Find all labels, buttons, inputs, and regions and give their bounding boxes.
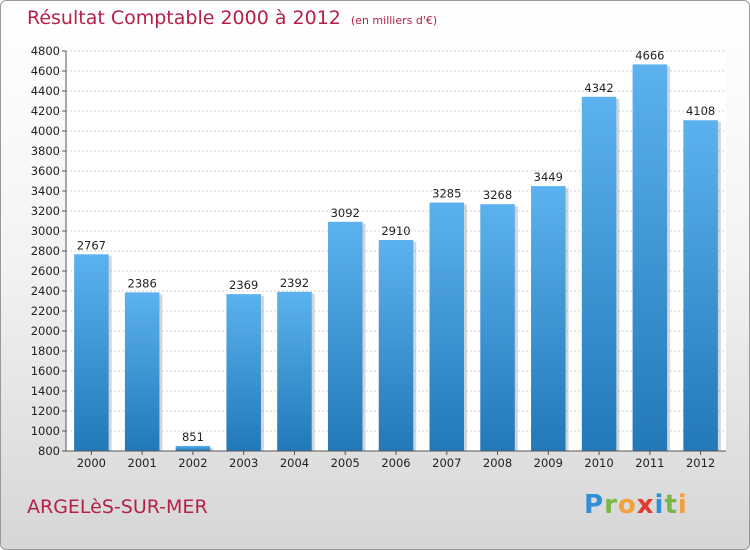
y-tick-label: 2400 [31, 284, 60, 298]
bar-value-label: 851 [182, 430, 204, 444]
y-tick-label: 4400 [31, 84, 60, 98]
x-tick-label: 2011 [635, 456, 664, 470]
x-tick-label: 2003 [229, 456, 258, 470]
y-tick-label: 2200 [31, 304, 60, 318]
logo-letter: o [617, 490, 637, 520]
bar-value-label: 2386 [128, 276, 157, 290]
y-tick-label: 1800 [31, 344, 60, 358]
chart-subtitle: (en milliers d'€) [350, 14, 438, 27]
bar-value-label: 3449 [534, 170, 563, 184]
bar [74, 254, 109, 451]
y-tick-label: 1600 [31, 364, 60, 378]
bar-value-label: 2767 [77, 238, 106, 252]
y-tick-label: 800 [38, 444, 60, 458]
x-tick-label: 2004 [280, 456, 309, 470]
y-tick-label: 4200 [31, 104, 60, 118]
chart-title-text: Résultat Comptable 2000 à 2012 [27, 7, 341, 29]
y-tick-label: 1000 [31, 424, 60, 438]
y-tick-label: 3400 [31, 184, 60, 198]
x-tick-label: 2007 [432, 456, 461, 470]
bar [327, 221, 363, 451]
y-tick-label: 1400 [31, 384, 60, 398]
x-tick-label: 2012 [686, 456, 715, 470]
bar [531, 186, 566, 451]
y-tick-label: 1200 [31, 404, 60, 418]
bar-value-label: 2910 [381, 224, 410, 238]
bar-value-label: 3268 [483, 188, 512, 202]
y-tick-label: 3800 [31, 144, 60, 158]
x-tick-label: 2002 [178, 456, 207, 470]
bar-value-label: 4108 [686, 104, 715, 118]
logo-letter: r [604, 490, 618, 520]
bar [581, 96, 617, 452]
x-tick-label: 2006 [381, 456, 410, 470]
x-tick-label: 2009 [534, 456, 563, 470]
bar [277, 291, 312, 451]
bar [429, 202, 465, 451]
chart-title: Résultat Comptable 2000 à 2012 (en millie… [27, 7, 437, 29]
logo-letter: i [677, 490, 688, 520]
city-name: ARGELèS-SUR-MER [27, 496, 208, 518]
bar [175, 445, 211, 451]
y-tick-label: 3600 [31, 164, 60, 178]
bar-value-label: 3285 [432, 187, 461, 201]
logo-letter: t [664, 490, 678, 520]
bar [124, 292, 160, 451]
x-axis: 2000 2001 2002 2003 2004 2005 2006 2007 2008 2009… [66, 450, 726, 470]
y-tick-label: 2600 [31, 264, 60, 278]
bar [226, 294, 261, 451]
bars: 2767 2386 851 2369 2392 3092 2910 3285 3268 3449 4… [74, 48, 721, 452]
logo-letter: P [584, 490, 605, 520]
y-tick-label: 3000 [31, 224, 60, 238]
bar-value-label: 4342 [584, 81, 613, 95]
y-tick-label: 4800 [31, 44, 60, 58]
x-tick-label: 2005 [331, 456, 360, 470]
y-tick-label: 3200 [31, 204, 60, 218]
bar [683, 120, 718, 451]
logo-letter: i [654, 490, 665, 520]
bar-value-label: 4666 [635, 48, 664, 62]
x-tick-label: 2010 [584, 456, 613, 470]
bar [378, 240, 414, 451]
x-tick-label: 2001 [128, 456, 157, 470]
y-tick-label: 4000 [31, 124, 60, 138]
bar-value-label: 2369 [229, 278, 258, 292]
logo-letter: x [636, 490, 655, 520]
bar-value-label: 3092 [331, 206, 360, 220]
y-axis: 800 1000 1200 1400 1600 1800 2000 2200 2400 2600 2… [31, 44, 67, 458]
x-tick-label: 2000 [77, 456, 106, 470]
y-tick-label: 2800 [31, 244, 60, 258]
bar [632, 64, 668, 452]
y-tick-label: 2000 [31, 324, 60, 338]
x-tick-label: 2008 [483, 456, 512, 470]
bar [480, 204, 515, 451]
proxiti-logo: Proxiti [584, 490, 688, 520]
bar-value-label: 2392 [280, 276, 309, 290]
y-tick-label: 4600 [31, 64, 60, 78]
